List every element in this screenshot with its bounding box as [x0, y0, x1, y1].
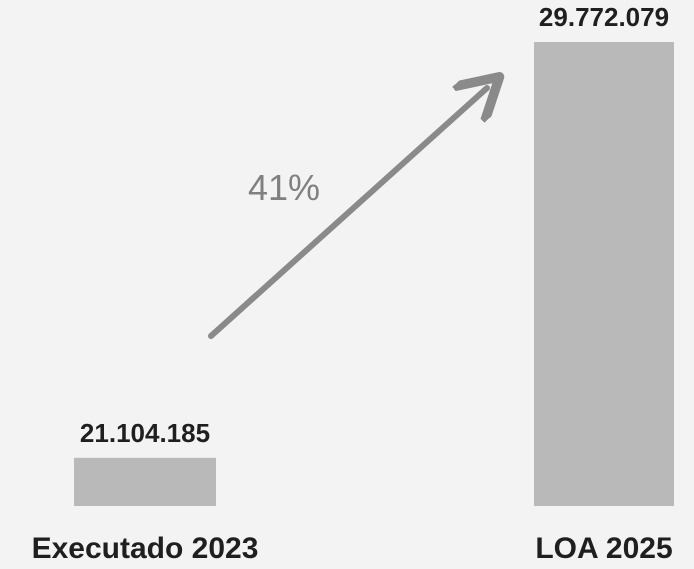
- bar-loa-2025: [534, 42, 674, 506]
- growth-percent-label: 41%: [248, 167, 320, 208]
- growth-arrow: [208, 88, 487, 339]
- category-label-executado-2023: Executado 2023: [32, 532, 259, 565]
- value-label-loa-2025: 29.772.079: [539, 2, 669, 32]
- value-label-executado-2023: 21.104.185: [80, 418, 210, 448]
- bar-executado-2023: [74, 457, 216, 506]
- category-label-loa-2025: LOA 2025: [535, 532, 672, 565]
